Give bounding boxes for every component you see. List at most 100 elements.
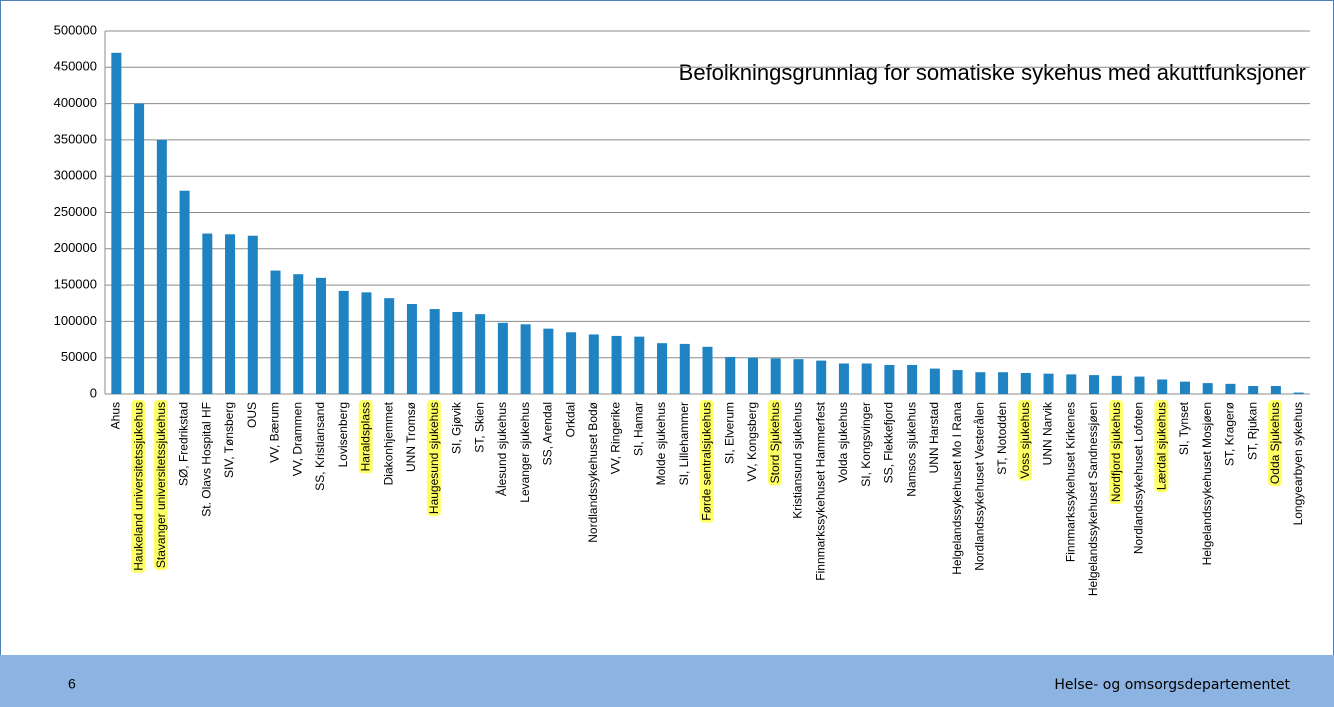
x-tick-label: St. Olavs Hospital HF xyxy=(199,402,213,517)
bar xyxy=(520,324,531,394)
x-tick-label: UNN Tromsø xyxy=(404,401,418,472)
x-tick: Haraldsplass xyxy=(358,400,373,474)
x-tick-label: Lovisenberg xyxy=(336,402,350,467)
y-tick-label: 100000 xyxy=(54,313,97,328)
x-tick-label: OUS xyxy=(245,402,259,428)
bar xyxy=(566,332,577,394)
label-highlight xyxy=(1108,400,1123,505)
x-tick: ST, Rjukan xyxy=(1245,402,1259,460)
bar xyxy=(793,359,804,394)
label-highlight xyxy=(426,400,441,517)
bar xyxy=(657,343,668,394)
x-tick: Lovisenberg xyxy=(336,402,350,467)
bar xyxy=(270,270,281,394)
x-tick: VV, Kongsberg xyxy=(745,402,759,482)
bar xyxy=(952,370,963,394)
x-tick: Nordfjord sjukehus xyxy=(1108,400,1123,505)
x-tick: Haugesund sjukehus xyxy=(426,400,441,517)
grid xyxy=(105,30,1310,395)
x-tick: UNN Tromsø xyxy=(404,401,418,472)
x-tick: ST, Notodden xyxy=(995,402,1009,475)
x-tick-label: Levanger sjukehus xyxy=(518,402,532,503)
x-tick-label: Ahus xyxy=(109,402,123,429)
bar xyxy=(111,52,122,394)
x-tick-label: Haukeland universitetssjukehus xyxy=(131,402,145,571)
x-tick: SI, Hamar xyxy=(631,402,645,456)
x-tick-label: Helgelandssykehuset Mo I Rana xyxy=(950,402,964,575)
x-tick-label: Kristiansund sjukehus xyxy=(791,402,805,519)
bar xyxy=(907,364,918,394)
bar xyxy=(406,303,417,394)
label-highlight xyxy=(767,400,782,486)
bar xyxy=(1020,372,1031,394)
x-tick-label: Stord Sjukehus xyxy=(768,402,782,483)
x-tick-label: Helgelandssykehuset Sandnessjøen xyxy=(1086,402,1100,596)
label-highlight xyxy=(154,400,169,571)
bar xyxy=(861,363,872,394)
bar xyxy=(1043,373,1054,394)
x-tick: Nordlandssykehuset Lofoten xyxy=(1132,402,1146,554)
x-tick-label: Nordlandssykehuset Vesterålen xyxy=(973,402,987,571)
x-tick-label: Stavanger universitetssjukehus xyxy=(154,402,168,568)
bar xyxy=(838,363,849,394)
x-tick-label: ST, Skien xyxy=(472,402,486,453)
x-tick: Helgelandssykehuset Mosjøen xyxy=(1200,402,1214,565)
x-tick: ST, Kragerø xyxy=(1223,401,1237,466)
x-tick-label: SØ, Fredrikstad xyxy=(177,402,191,486)
x-tick: UNN Narvik xyxy=(1041,401,1055,465)
bar xyxy=(384,298,395,394)
bar xyxy=(611,335,622,394)
y-tick-label: 400000 xyxy=(54,95,97,110)
x-tick-label: ST, Kragerø xyxy=(1223,401,1237,466)
x-tick: Finnmarkssykehuset Hammerfest xyxy=(813,401,827,580)
x-tick: VV, Ringerike xyxy=(609,402,623,475)
x-tick: Volda sjukehus xyxy=(836,402,850,483)
bar xyxy=(1089,375,1100,394)
x-tick-label: Finnmarkssykehuset Hammerfest xyxy=(813,401,827,580)
x-tick-label: SI, Hamar xyxy=(631,402,645,456)
x-tick: Molde sjukehus xyxy=(654,402,668,485)
x-tick-label: Voss sjukehus xyxy=(1018,402,1032,479)
x-tick-label: SS, Kristiansand xyxy=(313,402,327,491)
bar xyxy=(998,372,1009,394)
x-tick-label: SS, Flekkefjord xyxy=(882,402,896,483)
bar xyxy=(134,103,145,394)
x-tick: Førde sentralsjukehus xyxy=(699,400,714,523)
x-tick-label: ST, Rjukan xyxy=(1245,402,1259,460)
x-tick: Odda Sjukehus xyxy=(1268,400,1283,487)
x-tick: UNN Harstad xyxy=(927,402,941,473)
bar xyxy=(1202,383,1213,394)
x-tick: St. Olavs Hospital HF xyxy=(199,402,213,517)
x-tick: OUS xyxy=(245,402,259,428)
x-tick: Voss sjukehus xyxy=(1017,400,1032,481)
x-tick-label: Nordlandssykehuset Bodø xyxy=(586,401,600,542)
y-tick-label: 500000 xyxy=(54,22,97,37)
x-tick: Stavanger universitetssjukehus xyxy=(154,400,169,571)
y-tick-label: 200000 xyxy=(54,240,97,255)
x-tick: Helgelandssykehuset Mo I Rana xyxy=(950,402,964,575)
x-tick: Orkdal xyxy=(563,402,577,437)
bar xyxy=(293,274,304,394)
x-tick: Diakonhjemmet xyxy=(381,401,395,485)
bar xyxy=(543,328,554,394)
x-tick-label: SI, Kongsvinger xyxy=(859,402,873,487)
x-tick-label: Haugesund sjukehus xyxy=(427,402,441,514)
x-tick-label: UNN Narvik xyxy=(1041,401,1055,465)
bar xyxy=(725,356,736,394)
x-tick: SS, Kristiansand xyxy=(313,402,327,491)
bar xyxy=(156,139,167,394)
x-tick: Longyearbyen sykehus xyxy=(1291,402,1305,525)
bar xyxy=(1066,374,1077,394)
x-tick: Haukeland universitetssjukehus xyxy=(131,400,146,573)
x-tick-label: Helgelandssykehuset Mosjøen xyxy=(1200,402,1214,565)
x-tick-label: Lærdal sjukehus xyxy=(1154,402,1168,490)
x-tick: VV, Drammen xyxy=(290,402,304,476)
x-tick: Nordlandssykehuset Vesterålen xyxy=(973,402,987,571)
bar xyxy=(429,309,440,394)
bar xyxy=(202,233,213,394)
x-tick: SI, Gjøvik xyxy=(450,401,464,454)
x-tick-label: VV, Kongsberg xyxy=(745,402,759,482)
x-tick: SS, Flekkefjord xyxy=(882,402,896,483)
x-tick: SØ, Fredrikstad xyxy=(177,402,191,486)
